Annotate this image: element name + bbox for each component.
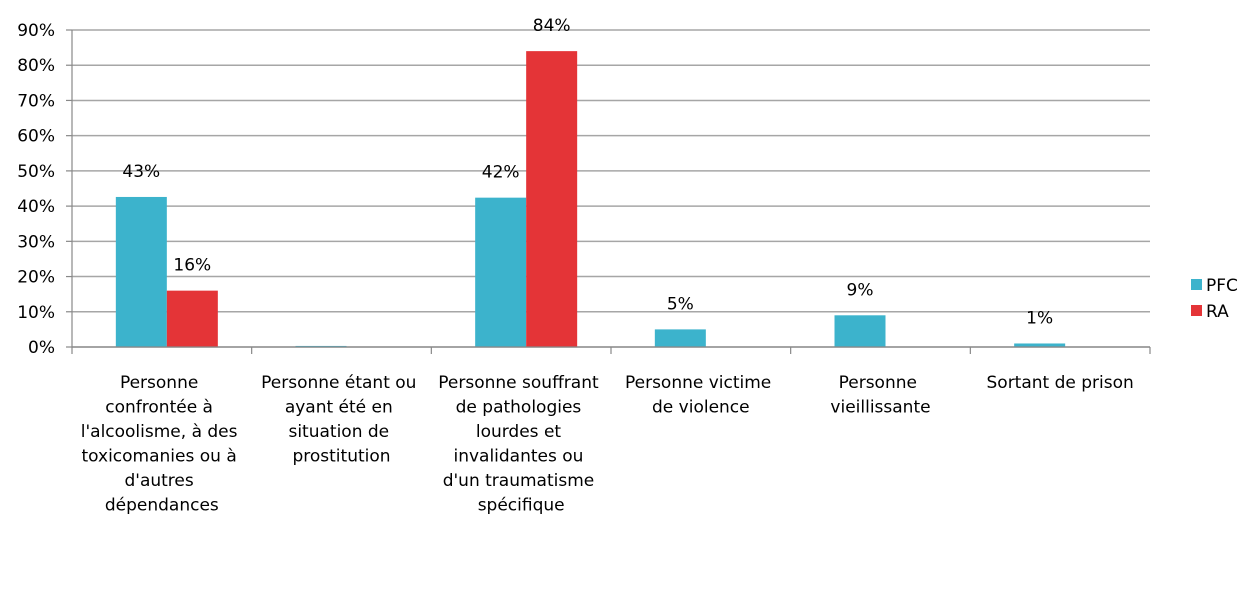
x-tick-label: Personne vieillissante xyxy=(830,373,930,418)
bar xyxy=(1014,343,1066,347)
legend-swatch xyxy=(1191,305,1202,316)
y-tick-label: 30% xyxy=(17,232,55,252)
legend-label: PFC xyxy=(1206,276,1238,296)
x-tick-label: Personne confrontée à l'alcoolisme, à de… xyxy=(81,373,243,516)
data-label: 43% xyxy=(122,162,160,182)
data-label: 5% xyxy=(667,294,694,314)
legend-label: RA xyxy=(1206,302,1229,322)
y-tick-label: 20% xyxy=(17,268,55,288)
y-tick-label: 0% xyxy=(28,338,55,358)
data-label: 84% xyxy=(533,16,571,36)
bar xyxy=(166,290,218,347)
data-label: 16% xyxy=(173,256,211,276)
bar xyxy=(654,329,706,347)
x-tick-label: Personne victime de violence xyxy=(625,373,777,418)
data-label: 42% xyxy=(482,163,520,183)
data-label: 9% xyxy=(847,280,874,300)
x-tick-label: Sortant de prison xyxy=(987,373,1134,393)
data-label: 1% xyxy=(1026,308,1053,328)
y-tick-label: 90% xyxy=(17,21,55,41)
bar xyxy=(834,315,886,347)
y-tick-label: 50% xyxy=(17,162,55,182)
y-tick-label: 10% xyxy=(17,303,55,323)
x-tick-label: Personne souffrant de pathologies lourde… xyxy=(438,373,604,516)
y-tick-label: 60% xyxy=(17,127,55,147)
bar xyxy=(115,196,167,347)
y-tick-label: 40% xyxy=(17,197,55,217)
legend-swatch xyxy=(1191,279,1202,290)
y-tick-label: 80% xyxy=(17,56,55,76)
y-tick-label: 70% xyxy=(17,91,55,111)
bar xyxy=(475,197,527,347)
bar xyxy=(526,51,578,348)
x-tick-label: Personne étant ou ayant été en situation… xyxy=(261,373,422,467)
